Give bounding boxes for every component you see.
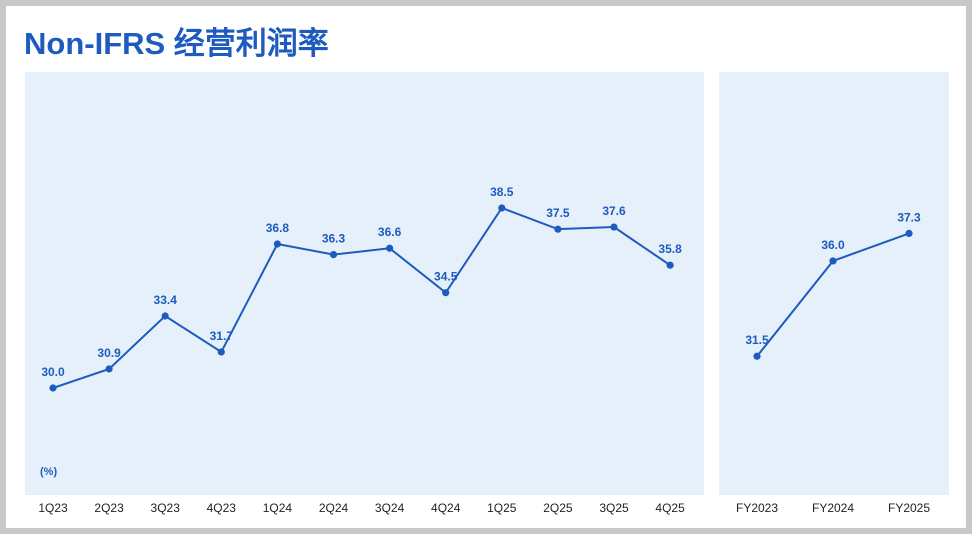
x-tick-label: 4Q25 [655, 501, 685, 515]
data-label: 37.6 [602, 204, 626, 218]
data-point [442, 289, 450, 297]
data-point [161, 312, 169, 320]
data-label: 34.5 [434, 270, 458, 284]
data-label: 37.5 [546, 206, 570, 220]
x-tick-label: 3Q24 [375, 501, 405, 515]
annual-panel [719, 72, 949, 495]
data-point [273, 240, 281, 248]
data-point [49, 384, 57, 392]
x-tick-label: FY2025 [888, 501, 930, 515]
data-label: 30.9 [97, 346, 121, 360]
data-point [329, 250, 338, 259]
page-title: Non-IFRS 经营利润率 [24, 26, 329, 61]
x-tick-label: 3Q25 [599, 501, 629, 515]
x-tick-label: 2Q24 [319, 501, 349, 515]
x-tick-label: 1Q23 [38, 501, 68, 515]
x-tick-label: 4Q23 [207, 501, 237, 515]
data-label: 36.8 [266, 221, 290, 235]
data-point [386, 244, 394, 252]
data-label: 36.6 [378, 225, 402, 239]
x-tick-label: 2Q25 [543, 501, 573, 515]
chart-marks: 30.0 1Q23 30.9 2Q23 33.4 3Q23 31.7 4Q23 36.8 1Q24… [38, 185, 930, 515]
data-label: 38.5 [490, 185, 514, 199]
x-tick-label: 4Q24 [431, 501, 461, 515]
data-label: 31.7 [210, 329, 234, 343]
data-label: 31.5 [745, 333, 769, 347]
x-tick-label: FY2023 [736, 501, 778, 515]
x-tick-label: 1Q24 [263, 501, 293, 515]
series-line-0 [52, 206, 671, 389]
data-point [610, 223, 618, 231]
data-point [829, 257, 837, 265]
data-label: 33.4 [154, 293, 178, 307]
x-tick-label: FY2024 [812, 501, 854, 515]
x-tick-label: 3Q23 [151, 501, 181, 515]
data-point [666, 261, 674, 269]
data-point [217, 348, 225, 356]
x-tick-label: 2Q23 [94, 501, 124, 515]
data-point [753, 352, 761, 360]
data-point [905, 229, 913, 238]
unit-label: (%) [40, 466, 57, 478]
quarterly-panel [25, 72, 704, 495]
data-label: 30.0 [41, 365, 65, 379]
data-label: 36.3 [322, 232, 346, 246]
data-label: 35.8 [658, 242, 682, 256]
data-point [498, 204, 506, 212]
data-label: 36.0 [821, 238, 845, 252]
data-point [105, 365, 113, 373]
x-tick-label: 1Q25 [487, 501, 517, 515]
data-point [554, 225, 562, 233]
data-label: 37.3 [897, 210, 921, 224]
